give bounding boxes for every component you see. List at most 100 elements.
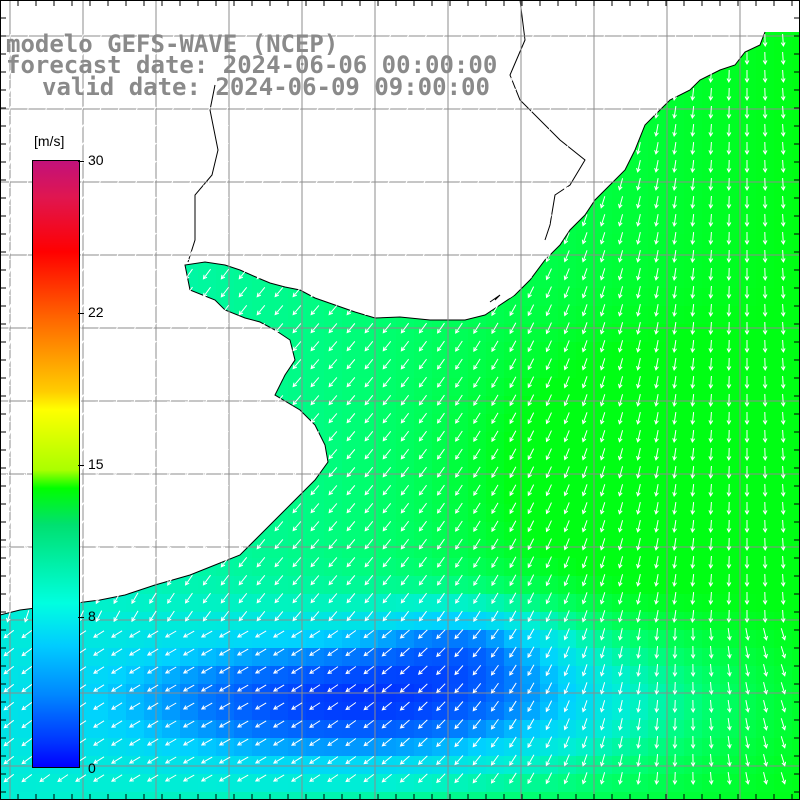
wind-arrow: [491, 340, 499, 353]
wind-arrow: [327, 702, 339, 710]
wind-arrow: [220, 52, 230, 64]
wind-speed-cell: [198, 738, 216, 756]
wind-arrow: [149, 124, 157, 136]
wind-speed-cell: [540, 432, 558, 450]
wind-arrow: [762, 321, 768, 336]
wind-speed-cell: [540, 288, 558, 306]
wind-arrow: [672, 303, 677, 317]
wind-arrow: [690, 753, 696, 768]
wind-arrow: [310, 611, 320, 622]
wind-arrow: [726, 105, 732, 120]
wind-speed-cell: [558, 504, 576, 522]
wind-arrow: [21, 684, 33, 693]
wind-arrow: [473, 214, 481, 226]
wind-arrow: [527, 322, 535, 335]
wind-arrow: [690, 321, 696, 336]
wind-arrow: [220, 142, 230, 154]
wind-arrow: [436, 268, 445, 280]
wind-arrow: [272, 774, 285, 782]
wind-speed-cell: [342, 324, 360, 342]
wind-arrow: [328, 197, 338, 208]
wind-arrow: [328, 53, 338, 64]
wind-speed-cell: [504, 630, 522, 648]
wind-arrow: [6, 124, 12, 137]
wind-arrow: [95, 52, 103, 65]
wind-speed-cell: [324, 648, 342, 666]
wind-arrow: [581, 646, 588, 659]
wind-arrow: [220, 610, 230, 622]
wind-arrow: [636, 663, 641, 677]
wind-arrow: [274, 215, 284, 226]
wind-speed-cell: [108, 738, 126, 756]
wind-arrow: [491, 178, 499, 191]
wind-arrow: [418, 106, 427, 118]
wind-speed-cell: [36, 792, 54, 800]
wind-speed-cell: [576, 306, 594, 324]
wind-arrow: [220, 376, 230, 388]
wind-speed-cell: [576, 378, 594, 396]
wind-arrow: [527, 250, 535, 263]
wind-arrow: [491, 556, 499, 569]
wind-arrow: [149, 268, 157, 280]
wind-arrow: [328, 575, 338, 586]
wind-arrow: [292, 305, 302, 316]
wind-arrow: [491, 322, 499, 335]
wind-arrow: [455, 160, 463, 172]
wind-arrow: [400, 178, 410, 190]
wind-speed-cell: [594, 594, 612, 612]
wind-arrow: [184, 88, 193, 100]
wind-speed-cell: [234, 756, 252, 774]
wind-arrow: [182, 630, 195, 638]
wind-arrow: [744, 321, 750, 336]
wind-arrow: [581, 232, 588, 245]
wind-speed-cell: [378, 612, 396, 630]
wind-speed-cell: [486, 774, 504, 792]
wind-speed-cell: [378, 468, 396, 486]
wind-arrow: [636, 520, 641, 533]
wind-arrow: [763, 628, 768, 641]
wind-arrow: [23, 322, 30, 335]
wind-arrow: [310, 341, 320, 352]
wind-speed-cell: [594, 486, 612, 504]
wind-arrow: [636, 627, 641, 641]
wind-arrow: [509, 412, 517, 425]
wind-arrow: [218, 756, 231, 764]
wind-speed-cell: [162, 630, 180, 648]
wind-speed-cell: [72, 774, 90, 792]
wind-arrow: [690, 123, 696, 138]
wind-speed-cell: [360, 342, 378, 360]
wind-arrow: [618, 358, 624, 371]
wind-arrow: [292, 107, 302, 118]
wind-arrow: [95, 574, 103, 587]
wind-arrow: [726, 609, 732, 624]
wind-speed-cell: [126, 720, 144, 738]
wind-speed-cell: [792, 594, 800, 612]
wind-arrow: [95, 88, 103, 101]
wind-arrow: [309, 648, 321, 656]
wind-arrow: [220, 502, 230, 514]
wind-arrow: [780, 555, 786, 570]
wind-arrow: [527, 106, 535, 119]
wind-arrow: [708, 51, 714, 66]
wind-arrow: [455, 70, 463, 82]
wind-arrow: [274, 611, 284, 622]
wind-arrow: [509, 178, 517, 191]
wind-arrow: [23, 430, 30, 443]
wind-arrow: [618, 178, 624, 191]
wind-arrow: [77, 142, 84, 155]
wind-arrow: [254, 738, 267, 746]
wind-arrow: [149, 34, 157, 46]
wind-speed-cell: [432, 378, 450, 396]
wind-arrow: [455, 412, 463, 424]
wind-arrow: [599, 376, 606, 389]
wind-speed-cell: [576, 342, 594, 360]
wind-arrow: [327, 630, 339, 638]
wind-speed-cell: [18, 702, 36, 720]
wind-arrow: [726, 231, 732, 246]
wind-arrow: [382, 106, 392, 118]
wind-arrow: [708, 69, 714, 84]
wind-arrow: [654, 717, 660, 732]
wind-arrow: [167, 574, 175, 586]
wind-speed-cell: [378, 648, 396, 666]
wind-speed-cell: [324, 360, 342, 378]
